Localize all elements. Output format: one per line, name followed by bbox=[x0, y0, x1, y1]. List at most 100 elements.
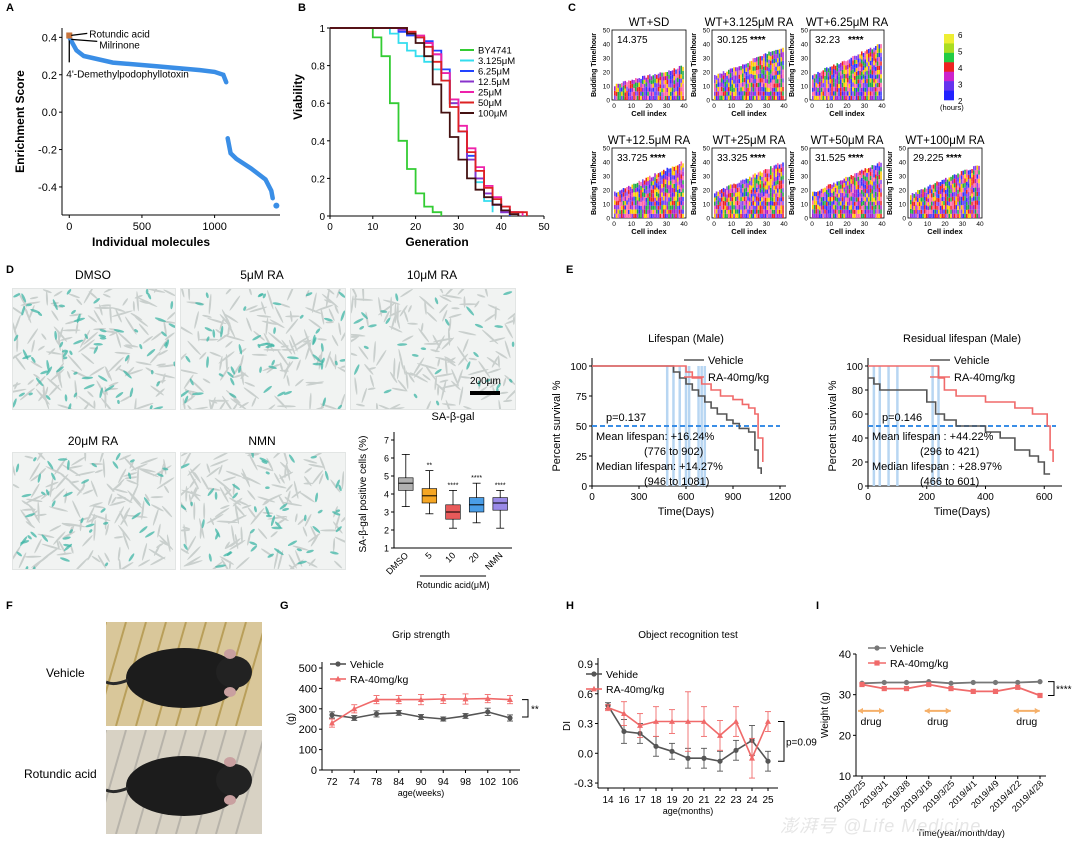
bar-segment bbox=[819, 72, 821, 78]
bar-segment bbox=[826, 194, 828, 199]
bar-segment bbox=[840, 95, 842, 100]
bar-segment bbox=[848, 176, 851, 181]
bar-segment bbox=[650, 181, 653, 186]
bar-segment bbox=[678, 213, 681, 218]
cell-body bbox=[111, 496, 117, 504]
bar-segment bbox=[773, 165, 776, 170]
y-axis-label: SA-β-gal positive cells (%) bbox=[358, 436, 369, 553]
x-tick-label: 10 bbox=[728, 103, 736, 110]
cell-body bbox=[61, 464, 81, 477]
bar-segment bbox=[847, 91, 849, 96]
bar-segment bbox=[862, 74, 865, 79]
bar-segment bbox=[833, 213, 835, 218]
y-tick-label: 40 bbox=[839, 649, 851, 661]
bar-segment bbox=[682, 201, 684, 206]
bar-segment bbox=[850, 83, 853, 88]
bar-segment bbox=[969, 187, 972, 192]
bar-segment bbox=[631, 184, 634, 189]
bar-segment bbox=[717, 73, 720, 79]
bar-segment bbox=[932, 192, 935, 198]
x-tick-label: 30 bbox=[861, 221, 869, 228]
cell-body bbox=[83, 331, 99, 345]
cell-body bbox=[14, 355, 26, 371]
bar-segment bbox=[978, 170, 980, 175]
cell-body bbox=[224, 335, 245, 342]
bar-segment bbox=[824, 87, 826, 92]
bar-segment bbox=[812, 75, 814, 80]
bar-segment bbox=[652, 87, 655, 92]
cell-body bbox=[230, 403, 238, 409]
stained-cell bbox=[100, 508, 106, 513]
cell-body bbox=[285, 462, 291, 481]
bar-segment bbox=[841, 65, 844, 70]
stained-cell bbox=[145, 531, 155, 538]
bar-segment bbox=[948, 197, 951, 202]
bar-segment bbox=[780, 78, 783, 83]
cell-body bbox=[24, 455, 34, 459]
bar-segment bbox=[768, 67, 770, 72]
bar-segment bbox=[817, 95, 819, 100]
mouse-tail bbox=[106, 678, 129, 686]
y-tick-label: 100 bbox=[846, 362, 863, 373]
bar-segment bbox=[950, 189, 952, 194]
bar-segment bbox=[855, 87, 858, 92]
bar-segment bbox=[763, 70, 765, 75]
bar-segment bbox=[659, 72, 662, 77]
bar-segment bbox=[724, 209, 727, 214]
bar-segment bbox=[855, 79, 858, 84]
cell-body bbox=[311, 292, 317, 314]
bar-segment bbox=[876, 48, 879, 53]
bar-segment bbox=[770, 205, 772, 210]
bar-segment bbox=[848, 63, 851, 68]
bar-segment bbox=[722, 83, 725, 88]
bar-segment bbox=[656, 74, 658, 80]
bar-segment bbox=[843, 73, 846, 79]
bar-segment bbox=[777, 196, 779, 202]
bar-segment bbox=[668, 197, 670, 202]
bar-segment bbox=[959, 187, 961, 192]
bar-segment bbox=[664, 205, 667, 210]
bar-segment bbox=[827, 197, 830, 202]
x-tick-label: 90 bbox=[415, 777, 427, 788]
stained-cell bbox=[263, 385, 272, 393]
data-point bbox=[440, 695, 447, 702]
stained-cell bbox=[230, 377, 235, 386]
stained-cell bbox=[383, 389, 392, 394]
bar-segment bbox=[819, 190, 821, 195]
stained-cell bbox=[41, 491, 46, 496]
cell-body bbox=[20, 301, 41, 306]
bar-segment bbox=[822, 74, 825, 79]
stained-cell bbox=[55, 366, 64, 373]
bar-segment bbox=[864, 87, 867, 92]
bar-segment bbox=[749, 193, 751, 198]
bar-segment bbox=[834, 95, 837, 100]
bar-segment bbox=[777, 70, 779, 75]
bar-segment bbox=[652, 83, 655, 88]
bar-segment bbox=[636, 78, 639, 83]
cell-body bbox=[285, 315, 300, 318]
cell-body bbox=[310, 534, 319, 547]
bar-segment bbox=[654, 177, 656, 182]
bar-segment bbox=[714, 193, 716, 198]
bar-segment bbox=[946, 209, 949, 214]
x-tick-label: 0 bbox=[712, 221, 716, 228]
y-tick-label: 0 bbox=[606, 98, 610, 105]
bar-segment bbox=[875, 91, 877, 96]
bar-segment bbox=[871, 209, 874, 214]
bar-segment bbox=[775, 49, 777, 55]
bar-segment bbox=[960, 200, 963, 206]
stained-cell bbox=[45, 395, 51, 401]
cell-body bbox=[331, 334, 339, 347]
bar-segment bbox=[855, 201, 858, 206]
cell-body bbox=[438, 289, 444, 294]
bar-segment bbox=[778, 164, 781, 169]
colorbar-segment bbox=[944, 52, 954, 63]
cell-body bbox=[250, 507, 265, 525]
stained-cell bbox=[69, 529, 73, 534]
bar-segment bbox=[740, 91, 742, 96]
stained-cell bbox=[338, 484, 342, 492]
bar-segment bbox=[955, 196, 958, 201]
cell-body bbox=[167, 311, 175, 320]
